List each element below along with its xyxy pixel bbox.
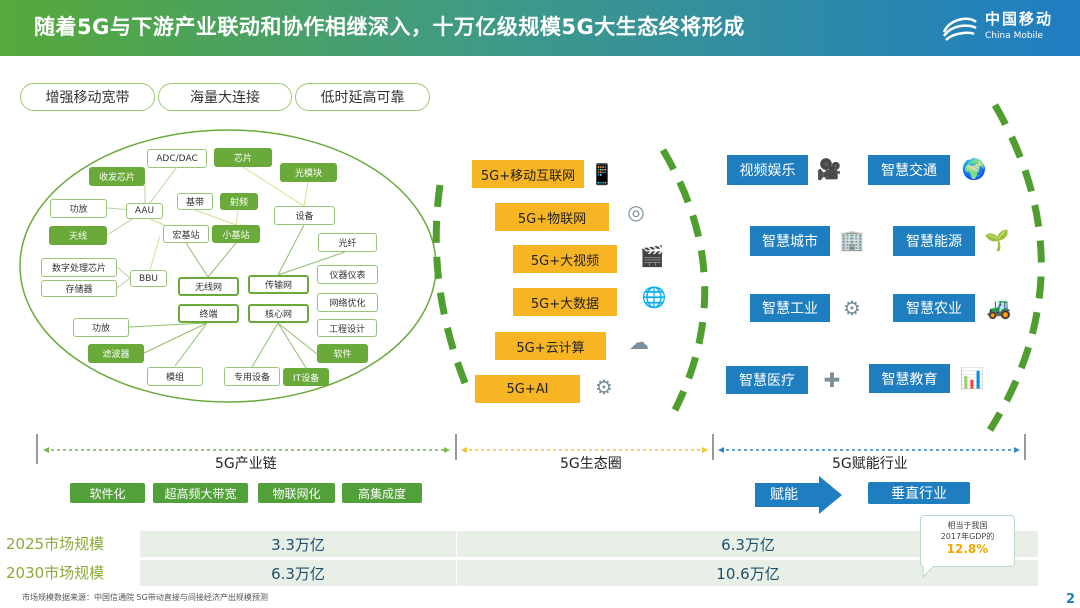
callout-line2: 2017年GDP的 [940,532,995,541]
node-terminal: 终端 [178,304,239,323]
section-ecosystem: 5G生态圈 [560,456,622,472]
market-2030-chain: 6.3万亿 [271,565,325,583]
node-chip: 芯片 [214,148,272,167]
node-fiber: 光纤 [318,233,377,252]
node-ran: 无线网 [178,277,239,296]
eco-iot: 5G+物联网 [495,203,609,231]
footnote: 市场规模数据来源：中国信通院 5G带动直接与间接经济产出规模预测 [22,593,268,602]
china-mobile-logo-icon [942,17,977,41]
node-equipment: 设备 [274,206,335,225]
node-instruments: 仪器仪表 [317,265,378,284]
node-dsp-chip: 数字处理芯片 [41,258,117,277]
node-aau: AAU [126,203,163,219]
industry-smart-agriculture: 智慧农业 [893,294,975,322]
gdp-callout: 相当于我国 2017年GDP的 12.8% [920,515,1015,567]
eco-big-data: 5G+大数据 [513,288,617,316]
node-small-cell: 小基站 [212,225,260,243]
node-core: 核心网 [248,304,309,323]
node-antenna: 天线 [49,226,107,245]
header-bar [0,0,1080,56]
industry-smart-energy: 智慧能源 [893,226,975,256]
node-software: 软件 [317,344,368,363]
node-rf: 射频 [220,193,258,210]
node-bbu: BBU [130,270,167,287]
callout-line1: 相当于我国 [947,521,988,530]
node-baseband: 基带 [177,193,213,210]
market-2025-chain: 3.3万亿 [271,536,325,554]
energy-icon: 🌱 [984,228,1010,252]
globe-icon: 🌍 [961,157,987,181]
industry-smart-industry: 智慧工业 [750,294,830,322]
gears-icon: ⚙ [843,296,861,320]
section-chain: 5G产业链 [215,456,277,472]
page-title: 随着5G与下游产业联动和协作相继深入，十万亿级规模5G大生态终将形成 [34,15,745,39]
empower-label: 赋能 [770,487,798,503]
market-2025-total: 6.3万亿 [721,536,775,554]
market-row-2025 [140,531,1038,557]
node-optical-module: 光模块 [280,163,337,182]
industry-smart-city: 智慧城市 [750,226,830,256]
node-transceiver: 收发芯片 [89,167,145,186]
medical-icon: ✚ [823,368,841,392]
callout-value: 12.8% [946,542,989,556]
node-engineering: 工程设计 [317,319,377,337]
mobile-internet-icon: 📱 [589,162,615,186]
education-icon: 📊 [959,366,985,390]
node-optimization: 网络优化 [317,293,378,312]
industry-smart-education: 智慧教育 [869,364,950,393]
camera-icon: 🎥 [816,157,842,181]
market-2030-total: 10.6万亿 [716,565,780,583]
node-dedicated-equipment: 专用设备 [224,367,280,386]
section-arrows [36,434,1026,464]
table-divider [456,531,457,585]
logo-text-cn: 中国移动 [985,10,1054,28]
pill-urllc: 低时延高可靠 [295,83,430,111]
node-transport: 传输网 [248,275,309,294]
tag-high-freq: 超高频大带宽 [153,483,248,503]
eco-mobile-internet: 5G+移动互联网 [472,160,584,188]
ai-icon: ⚙ [595,375,613,399]
iot-icon: ◎ [627,200,645,224]
node-storage: 存储器 [41,280,117,297]
industry-smart-transport: 智慧交通 [868,155,950,185]
market-row-2030 [140,560,1038,586]
node-power-amp-2: 功放 [73,318,129,337]
pill-mmtc: 海量大连接 [158,83,292,111]
market-label-2025: 2025市场规模 [6,535,105,553]
eco-video: 5G+大视频 [513,245,617,273]
node-adc-dac: ADC/DAC [147,149,207,168]
node-module: 模组 [147,367,203,386]
node-macro-cell: 宏基站 [163,225,209,243]
logo-text-en: China Mobile [985,31,1044,41]
pill-embb: 增强移动宽带 [20,83,155,111]
eco-ai: 5G+AI [475,375,580,403]
industry-smart-medical: 智慧医疗 [726,366,808,394]
cloud-icon: ☁ [629,330,649,354]
tag-software: 软件化 [70,483,145,503]
empower-arrow-icon [755,476,842,514]
city-icon: 🏢 [839,228,865,252]
tag-integration: 高集成度 [342,483,422,503]
section-industry: 5G赋能行业 [832,456,908,472]
tractor-icon: 🚜 [986,296,1012,320]
industry-video-entertainment: 视频娱乐 [727,155,808,185]
node-power-amp: 功放 [50,199,107,218]
page-number: 2 [1066,592,1076,607]
node-filter: 滤波器 [88,344,144,363]
vertical-industry-box: 垂直行业 [868,482,970,504]
node-it-equipment: IT设备 [283,368,329,386]
video-icon: 🎬 [639,244,665,268]
market-label-2030: 2030市场规模 [6,564,105,582]
eco-cloud: 5G+云计算 [495,332,606,360]
big-data-icon: 🌐 [641,285,667,309]
callout-tail [922,566,935,578]
tag-iot: 物联网化 [258,483,335,503]
